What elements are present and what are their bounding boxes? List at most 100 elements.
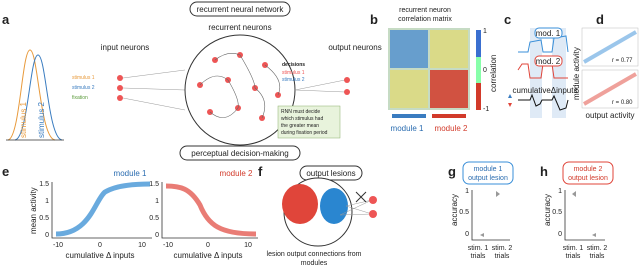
trace [517, 63, 568, 79]
text: stim. 1 [468, 245, 489, 252]
plot-frame [581, 27, 639, 67]
text: 0.5 [552, 209, 562, 216]
text: 1 [155, 198, 159, 205]
module-bar [432, 114, 466, 118]
label: input neurons [101, 43, 149, 52]
text: output lesion [568, 175, 608, 182]
scatter-cloud [583, 72, 637, 106]
title: recurrent neuron correlation matrix [398, 7, 452, 23]
panel-label: h [540, 164, 548, 179]
plot-frame [581, 69, 639, 109]
trace-label: mod. 1 [536, 29, 561, 38]
label: stimulus 2 [282, 77, 305, 83]
label: stimulus 1 [19, 101, 28, 138]
text: -10 [53, 242, 63, 249]
tick-label: 1 [483, 28, 487, 35]
scissors [355, 191, 367, 203]
title: module 2 output lesion [568, 166, 608, 182]
title: output lesions [306, 169, 355, 178]
gaussian [14, 54, 63, 141]
label: recurrent neurons [208, 23, 271, 32]
text: recurrent neuron [399, 7, 451, 14]
text: 10 [244, 242, 252, 249]
connections [122, 69, 186, 111]
text: stim. 2 [587, 245, 608, 252]
text: trials [566, 253, 581, 260]
panel-g: g module 1 output lesion 10.50 accuracy s… [448, 161, 514, 260]
title-box [189, 1, 291, 17]
text: 1 [465, 188, 469, 195]
label-box [534, 27, 563, 39]
tick-labels: -10 0 10 -10 0 10 [53, 242, 252, 249]
note: RNN must decide which stimulus had the gre… [281, 109, 328, 136]
violin [572, 191, 596, 237]
label: stimulus 1 [72, 75, 95, 81]
module-block [430, 70, 468, 108]
block [390, 70, 428, 108]
label: decisions [282, 62, 305, 68]
shade [552, 28, 566, 118]
neuron [369, 196, 377, 204]
text: during fixation period [281, 130, 328, 136]
label-box [534, 55, 563, 67]
module-block [390, 30, 428, 68]
marker [508, 103, 512, 107]
module [282, 184, 318, 224]
text: 10 [138, 242, 146, 249]
axis-label: accuracy [450, 194, 459, 226]
axis-label: correlation [489, 55, 498, 92]
panel-a: a recurrent neural network recurrent neu… [2, 1, 382, 161]
panel-label: a [2, 12, 10, 27]
label: output neurons [328, 43, 381, 52]
trace [518, 35, 569, 53]
colorbar [476, 30, 481, 57]
scatter-cloud [583, 30, 637, 64]
text: module 1 [474, 166, 503, 173]
label: stimulus 2 [37, 101, 46, 138]
text: the greater mean [281, 123, 319, 129]
text: 0 [45, 232, 49, 239]
neuron [369, 210, 377, 218]
axis-label: cumulative Δ inputs [66, 251, 135, 260]
x-tick-label: stim. 2 trials [587, 245, 608, 260]
plot-title: module 1 [114, 169, 147, 178]
marker [508, 94, 512, 98]
panel-label: g [448, 164, 456, 179]
stat-label: r = 0.77 [612, 58, 633, 64]
text: 0 [558, 231, 562, 238]
axes [471, 190, 510, 241]
label: stimulus 2 [72, 85, 95, 91]
colorbar [476, 30, 481, 110]
text: 0 [206, 242, 210, 249]
note-box [277, 105, 341, 139]
text: 1 [558, 188, 562, 195]
x-tick-label: stim. 1 trials [563, 245, 584, 260]
panel-h: h module 2 output lesion 10.50 accuracy s… [540, 161, 614, 260]
text: lesion output connections from [267, 251, 362, 258]
tick-labels: 10.50 [552, 188, 562, 238]
panel-e: e module 1 module 2 1.5 1 0.5 0 1.5 1 0.5 0 -1… [2, 164, 258, 260]
text: -10 [163, 242, 173, 249]
recurrent-links [199, 53, 281, 119]
panel-label: e [2, 164, 9, 179]
panel-label: c [504, 12, 511, 27]
scatter-cloud [55, 181, 151, 237]
task-box [179, 145, 301, 161]
connections [294, 79, 346, 93]
label: fixation [72, 95, 88, 101]
trace-label: cumulativeΔinputs [513, 86, 578, 95]
violin [480, 191, 500, 237]
module-label: module 1 [391, 124, 424, 133]
text: trials [495, 253, 510, 260]
text: 1.5 [39, 181, 49, 188]
x-tick-label: stim. 1 trials [468, 245, 489, 260]
panel-c: c mod. 1 mod. 2 cumulativeΔinputs [504, 12, 577, 118]
text: 0 [98, 242, 102, 249]
x-tick-label: stim. 2 trials [492, 245, 513, 260]
panel-d: d r = 0.77 r = 0.80 module activity outp… [572, 12, 639, 120]
trace [518, 93, 569, 111]
tick-labels: 10.50 [459, 188, 469, 238]
text: 0.5 [459, 209, 469, 216]
title-box [462, 161, 514, 185]
module [320, 188, 348, 224]
